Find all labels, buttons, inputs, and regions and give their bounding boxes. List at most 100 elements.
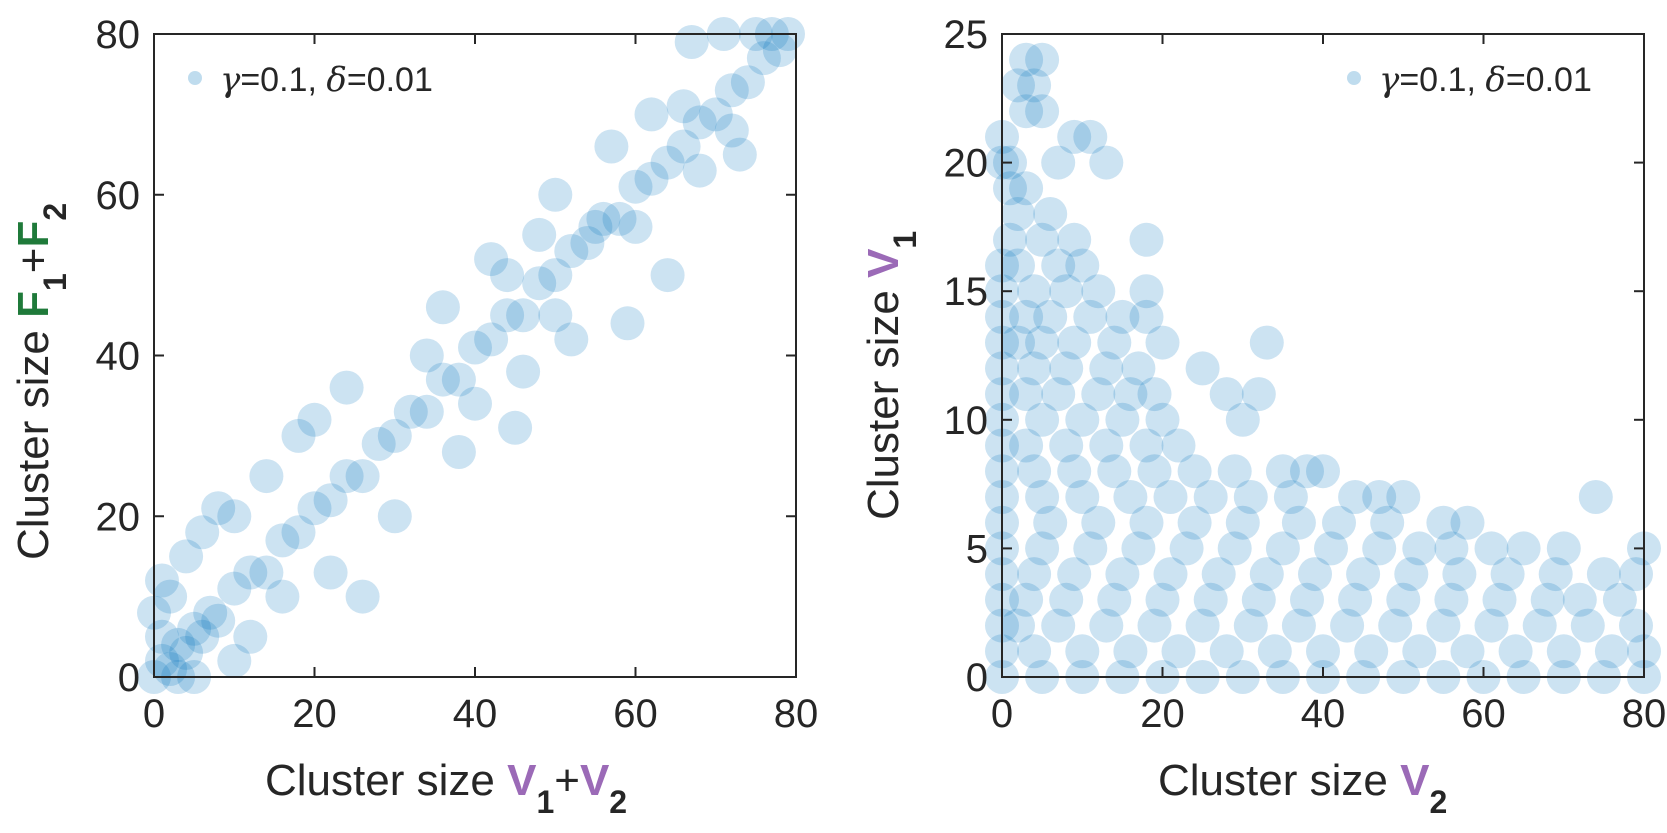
right-scatter-point <box>1041 248 1076 283</box>
right-scatter-point <box>1017 351 1052 386</box>
right-scatter-point <box>1009 582 1044 617</box>
right-scatter-point <box>1153 480 1188 514</box>
left-scatter-point <box>393 394 428 429</box>
left-scatter-point <box>425 290 460 325</box>
right-scatter-point <box>1265 531 1300 566</box>
right-scatter-point <box>1129 299 1164 334</box>
left-scatter-point <box>193 595 228 630</box>
right-scatter-point <box>1009 299 1044 334</box>
left-scatter-point <box>169 635 204 670</box>
right-scatter-point <box>1241 582 1276 617</box>
right-scatter-point <box>1394 557 1429 592</box>
right-scatter-point <box>1225 402 1260 437</box>
left-scatter-point <box>506 354 541 389</box>
right-scatter-point <box>1097 582 1132 617</box>
right-scatter-point <box>1546 531 1581 566</box>
left-scatter-point <box>145 563 179 598</box>
right-scatter-point <box>1257 634 1292 669</box>
right-scatter-point <box>1306 454 1340 489</box>
right-scatter-point <box>1049 274 1084 309</box>
right-scatter-point <box>1281 608 1316 643</box>
left-scatter-point <box>377 499 412 534</box>
right-scatter-point <box>1009 428 1044 463</box>
right-scatter-point <box>1057 119 1092 154</box>
right-scatter-point <box>1490 557 1525 592</box>
right-scatter-point <box>1193 480 1228 514</box>
left-scatter-point <box>762 33 797 68</box>
left-scatter-point <box>474 242 509 277</box>
right-scatter-point <box>1538 557 1573 592</box>
right-scatter-point <box>1057 222 1092 257</box>
right-scatter-point <box>1434 531 1469 566</box>
right-scatter-point <box>1145 325 1180 360</box>
left-scatter-point <box>265 579 300 614</box>
left-scatter-point <box>682 105 717 140</box>
right-scatter-point <box>1113 480 1148 514</box>
left-x-tick-label: 0 <box>143 692 165 736</box>
left-scatter-point <box>217 499 252 534</box>
left-scatter-point <box>666 129 701 164</box>
left-x-tick-label: 20 <box>292 692 337 736</box>
left-axis-ticks: 0 20 40 60 80 0 20 40 60 80 <box>96 13 819 736</box>
right-scatter-point <box>1346 557 1381 592</box>
left-scatter-point <box>554 234 589 268</box>
right-scatter-point <box>1145 582 1180 617</box>
left-scatter-point <box>490 298 525 333</box>
left-scatter-point <box>538 177 573 212</box>
left-scatter-point <box>634 161 669 196</box>
right-scatter-point <box>1009 42 1044 77</box>
right-scatter-point <box>1161 428 1196 463</box>
left-y-tick-label: 40 <box>96 335 141 379</box>
right-x-tick-label: 60 <box>1461 692 1506 736</box>
left-scatter-point <box>674 25 709 59</box>
right-scatter-point <box>1057 325 1092 360</box>
left-scatter-point <box>522 266 557 301</box>
right-plot-area <box>1002 34 1644 677</box>
left-scatter-point <box>297 491 332 526</box>
right-scatter-point <box>1217 531 1252 566</box>
left-scatter-point <box>746 41 781 76</box>
right-scatter-point <box>1498 634 1533 669</box>
left-scatter-point <box>650 145 685 180</box>
right-scatter-point <box>1009 94 1044 129</box>
right-scatter-point <box>1017 454 1052 489</box>
left-scatter-point <box>570 226 605 260</box>
right-scatter-point <box>1001 608 1035 643</box>
left-x-tick-label: 60 <box>613 692 658 736</box>
right-y-axis-title: Cluster size V1 <box>859 231 923 520</box>
right-scatter-point <box>1017 634 1052 669</box>
right-y-tick-label: 0 <box>966 656 988 700</box>
right-scatter-point <box>1169 531 1204 566</box>
left-scatter-point <box>618 209 653 244</box>
right-scatter-point <box>1298 557 1332 592</box>
right-scatter-point <box>1306 634 1340 669</box>
right-scatter-point <box>1386 480 1421 514</box>
right-scatter-point <box>1217 454 1252 489</box>
right-scatter-point <box>1177 505 1212 540</box>
right-scatter-point <box>1129 505 1164 540</box>
right-scatter-point <box>1290 454 1324 489</box>
left-scatter-point <box>329 370 364 405</box>
left-scatter-point <box>153 579 188 614</box>
right-scatter-point <box>1041 608 1076 643</box>
left-scatter-point <box>522 217 557 252</box>
right-scatter-point <box>1017 68 1052 103</box>
right-scatter-point <box>1474 608 1509 643</box>
right-scatter-point <box>1121 531 1156 566</box>
left-scatter-point <box>313 483 348 518</box>
left-y-tick-label: 20 <box>96 495 141 539</box>
left-scatter-point <box>490 258 525 293</box>
right-scatter-point <box>1049 428 1084 463</box>
right-scatter-point <box>1057 557 1092 592</box>
right-scatter-point <box>1594 634 1629 669</box>
left-legend: γ=0.1, δ=0.01 <box>188 60 433 100</box>
left-scatter-point <box>249 555 284 590</box>
left-scatter-point <box>722 137 757 172</box>
left-scatter-point <box>169 539 204 574</box>
right-scatter-point <box>1105 299 1140 334</box>
left-scatter-point <box>594 129 629 164</box>
right-scatter-point <box>1089 351 1124 386</box>
right-scatter-point <box>1265 454 1300 489</box>
left-scatter-point <box>650 258 685 293</box>
left-scatter-point <box>618 169 653 204</box>
